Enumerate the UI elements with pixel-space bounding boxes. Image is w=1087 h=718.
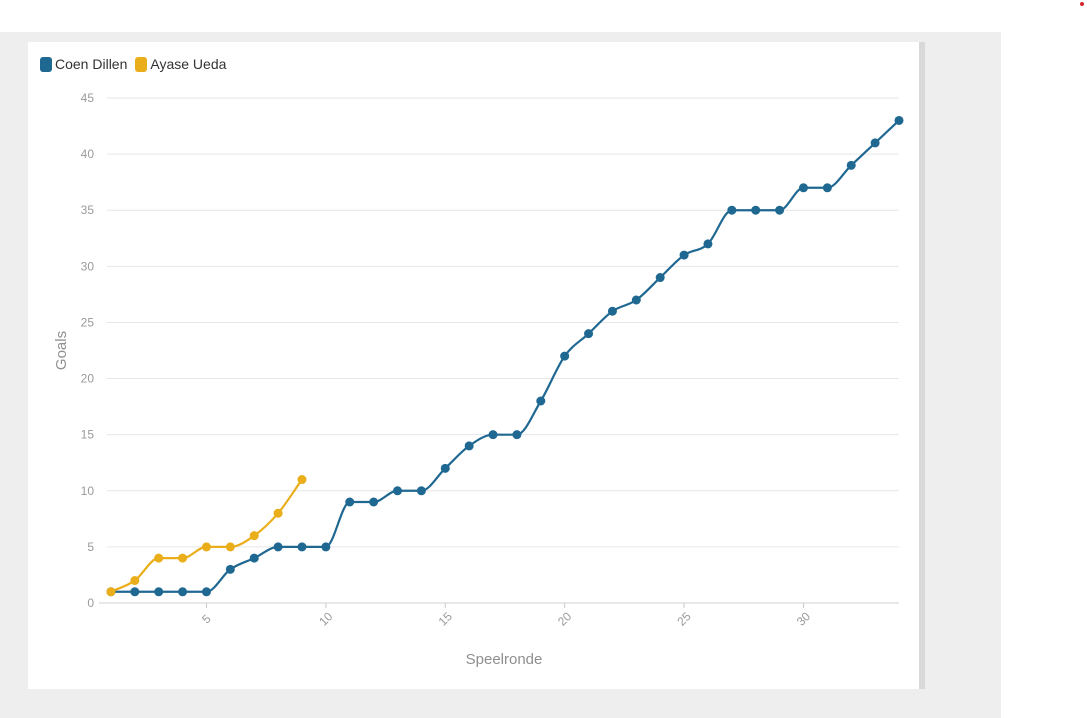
data-point-coen-dillen[interactable] xyxy=(607,306,617,316)
legend-item-ayase-ueda[interactable]: Ayase Ueda xyxy=(135,56,226,72)
y-tick-label: 35 xyxy=(81,203,95,217)
data-point-ayase-ueda[interactable] xyxy=(297,475,307,485)
data-point-coen-dillen[interactable] xyxy=(249,553,259,563)
y-tick-label: 25 xyxy=(81,315,95,329)
data-point-coen-dillen[interactable] xyxy=(846,160,856,170)
data-point-coen-dillen[interactable] xyxy=(321,542,331,552)
y-tick-label: 0 xyxy=(87,596,94,610)
data-point-coen-dillen[interactable] xyxy=(345,497,355,507)
data-point-ayase-ueda[interactable] xyxy=(249,531,259,541)
series-points xyxy=(106,115,904,597)
data-point-coen-dillen[interactable] xyxy=(655,273,665,283)
legend-label-coen-dillen: Coen Dillen xyxy=(55,56,128,72)
y-tick-label: 15 xyxy=(81,428,95,442)
data-point-coen-dillen[interactable] xyxy=(798,183,808,193)
data-point-coen-dillen[interactable] xyxy=(870,138,880,148)
y-tick-label: 30 xyxy=(81,259,95,273)
data-point-ayase-ueda[interactable] xyxy=(130,576,140,586)
data-point-ayase-ueda[interactable] xyxy=(201,542,211,552)
series-line-ayase-ueda xyxy=(110,478,303,593)
x-tick-label: 15 xyxy=(436,609,456,629)
corner-marker-dot xyxy=(1080,2,1084,6)
data-point-coen-dillen[interactable] xyxy=(727,205,737,215)
data-point-coen-dillen[interactable] xyxy=(679,250,689,260)
data-point-ayase-ueda[interactable] xyxy=(106,587,116,597)
data-point-coen-dillen[interactable] xyxy=(464,441,474,451)
data-point-coen-dillen[interactable] xyxy=(154,587,164,597)
y-tick-label: 5 xyxy=(87,540,94,554)
x-tick-label: 20 xyxy=(555,609,575,629)
data-point-coen-dillen[interactable] xyxy=(393,486,403,496)
legend-item-coen-dillen[interactable]: Coen Dillen xyxy=(40,56,127,72)
data-point-coen-dillen[interactable] xyxy=(440,463,450,473)
data-point-coen-dillen[interactable] xyxy=(130,587,140,597)
x-axis-title: Speelronde xyxy=(466,651,543,668)
data-point-coen-dillen[interactable] xyxy=(584,329,594,339)
y-tick-label: 45 xyxy=(81,91,95,105)
legend-swatch-ayase-ueda xyxy=(135,56,148,72)
data-point-ayase-ueda[interactable] xyxy=(273,508,283,518)
data-point-coen-dillen[interactable] xyxy=(560,351,570,361)
data-point-ayase-ueda[interactable] xyxy=(225,542,235,552)
card-shadow xyxy=(919,42,925,689)
x-tick-label: 25 xyxy=(674,609,694,629)
data-point-coen-dillen[interactable] xyxy=(178,587,188,597)
data-point-coen-dillen[interactable] xyxy=(416,486,426,496)
gridlines xyxy=(107,97,899,548)
x-axis-ticks: 5 10 15 20 25 30 xyxy=(199,603,813,629)
y-tick-label: 40 xyxy=(81,147,95,161)
data-point-coen-dillen[interactable] xyxy=(225,564,235,574)
data-point-coen-dillen[interactable] xyxy=(536,396,546,406)
data-point-coen-dillen[interactable] xyxy=(488,430,498,440)
chart-legend: Coen Dillen Ayase Ueda xyxy=(40,56,226,72)
legend-swatch-coen-dillen xyxy=(40,56,52,72)
y-tick-label: 10 xyxy=(81,484,95,498)
series-line-coen-dillen xyxy=(110,119,900,593)
data-point-coen-dillen[interactable] xyxy=(751,205,761,215)
x-tick-label: 5 xyxy=(199,611,214,626)
series-lines xyxy=(110,119,900,593)
data-point-coen-dillen[interactable] xyxy=(822,183,832,193)
data-point-coen-dillen[interactable] xyxy=(369,497,379,507)
chart-card xyxy=(28,42,919,689)
data-point-coen-dillen[interactable] xyxy=(201,587,211,597)
y-axis-ticks: 0 5 10 15 20 25 30 35 40 45 xyxy=(81,91,95,610)
data-point-coen-dillen[interactable] xyxy=(775,205,785,215)
data-point-ayase-ueda[interactable] xyxy=(154,553,164,563)
x-tick-label: 10 xyxy=(316,609,336,629)
data-point-coen-dillen[interactable] xyxy=(512,430,522,440)
y-tick-label: 20 xyxy=(81,372,95,386)
data-point-coen-dillen[interactable] xyxy=(631,295,641,305)
data-point-coen-dillen[interactable] xyxy=(273,542,283,552)
legend-label-ayase-ueda: Ayase Ueda xyxy=(150,56,227,72)
data-point-coen-dillen[interactable] xyxy=(297,542,307,552)
y-axis-title: Goals xyxy=(53,331,70,370)
data-point-coen-dillen[interactable] xyxy=(703,239,713,249)
data-point-ayase-ueda[interactable] xyxy=(178,553,188,563)
x-tick-label: 30 xyxy=(794,609,814,629)
data-point-coen-dillen[interactable] xyxy=(894,115,904,125)
